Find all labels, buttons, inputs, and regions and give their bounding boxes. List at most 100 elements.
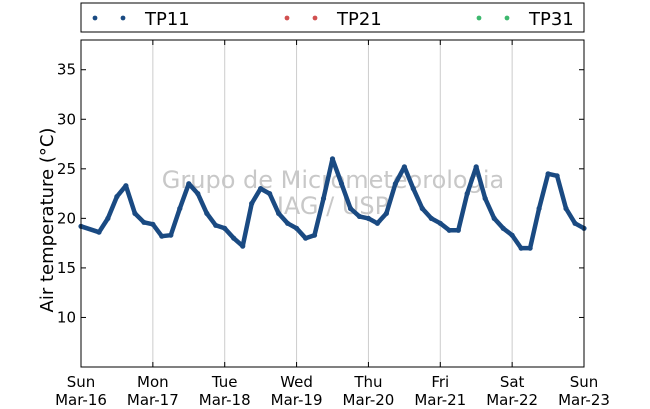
data-point-tp11 [114,194,120,200]
y-axis-label: Air temperature (°C) [37,128,58,313]
data-point-tp11 [303,235,309,241]
data-point-tp11 [428,215,434,221]
data-point-tp11 [150,221,156,227]
x-tick-label-date: Mar-21 [414,391,466,409]
data-point-tp11 [231,235,237,241]
x-tick-label-day: Thu [353,373,382,391]
data-point-tp11 [527,245,533,251]
data-point-tp11 [329,156,336,162]
axis-ticks: SunMar-16MonMar-17TueMar-18WedMar-19ThuM… [55,40,610,409]
data-point-tp11 [365,215,371,221]
x-tick-label-date: Mar-18 [199,391,251,409]
x-tick-label-date: Mar-23 [558,391,610,409]
data-point-tp11 [356,213,362,219]
data-point-tp11 [347,205,354,212]
data-point-tp11 [311,232,318,238]
data-point-tp11 [401,164,407,170]
legend-marker-tp21 [312,15,318,21]
x-tick-label-day: Sun [570,373,599,391]
x-tick-label-day: Tue [211,373,238,391]
data-point-tp11 [419,205,425,212]
data-point-tp11 [482,195,488,202]
legend-entry-tp21: TP21 [284,9,382,30]
data-point-tp11 [446,227,452,233]
data-point-tp11 [455,227,461,233]
x-tick-label-date: Mar-22 [486,391,538,409]
data-point-tp11 [168,232,174,238]
data-point-tp11 [132,210,138,216]
data-point-tp11 [500,225,506,231]
data-point-tp11 [105,215,111,221]
data-point-tp11 [285,220,291,226]
x-tick-label-day: Fri [431,373,449,391]
data-point-tp11 [338,181,345,187]
data-point-tp11 [383,210,389,216]
data-point-tp11 [374,220,380,226]
data-point-tp11 [294,225,300,231]
legend-marker-tp31 [476,15,482,21]
x-tick-label-day: Sat [500,373,525,391]
series-tp11 [78,156,587,251]
x-tick-label-date: Mar-16 [55,391,107,409]
x-tick-label-date: Mar-17 [127,391,179,409]
y-tick-label: 35 [57,61,76,79]
data-point-tp11 [267,191,273,197]
data-point-tp11 [204,210,210,216]
data-point-tp11 [536,205,542,212]
y-tick-label: 25 [57,160,76,178]
data-point-tp11 [222,225,228,231]
data-point-tp11 [123,183,129,189]
data-point-tp11 [96,229,102,235]
legend-frame [80,2,585,33]
data-point-tp11 [177,205,183,212]
x-tick-label-date: Mar-19 [271,391,323,409]
plot-frame [80,39,585,368]
y-tick-label: 10 [57,308,76,326]
x-tick-label-day: Wed [280,373,313,391]
watermark-line-1: Grupo de Micrometeorologia [162,166,504,194]
data-point-tp11 [491,215,497,221]
data-point-tp11 [276,210,282,216]
data-point-tp11 [258,186,264,192]
watermark: Grupo de Micrometeorologia IAG / USP [162,166,504,220]
watermark-line-2: IAG / USP [277,192,389,220]
data-point-tp11 [545,171,551,177]
legend-marker-tp21 [284,15,290,21]
data-point-tp11 [249,200,255,207]
data-point-tp11 [563,205,569,212]
legend-label-tp21: TP21 [336,9,382,30]
data-point-tp11 [554,173,560,179]
legend-marker-tp11 [92,15,98,21]
data-point-tp11 [392,181,398,187]
data-point-tp11 [572,220,578,226]
x-tick-label-day: Mon [137,373,169,391]
data-point-tp11 [410,186,416,192]
y-tick-label: 30 [57,110,76,128]
data-point-tp11 [518,245,524,251]
legend-label-tp31: TP31 [528,9,574,30]
x-tick-label-day: Sun [67,373,96,391]
data-point-tp11 [320,195,327,202]
data-point-tp11 [240,243,246,249]
legend-marker-tp11 [120,15,126,21]
data-point-tp11 [464,191,470,197]
legend-entry-tp31: TP31 [476,9,574,30]
x-tick-label-date: Mar-20 [343,391,395,409]
data-point-tp11 [473,164,479,170]
data-point-tp11 [213,222,219,228]
y-tick-label: 15 [57,259,76,277]
y-tick-label: 20 [57,209,76,227]
data-point-tp11 [195,191,201,197]
data-point-tp11 [186,181,192,187]
data-point-tp11 [159,233,165,239]
data-point-tp11 [141,219,147,225]
series-layer [78,156,587,251]
legend-entry-tp11: TP11 [92,9,190,30]
data-point-tp11 [509,232,515,238]
legend-marker-tp31 [504,15,510,21]
data-point-tp11 [437,220,443,226]
plot-area [81,40,584,367]
legend: TP11 TP21 TP31 [80,2,585,33]
